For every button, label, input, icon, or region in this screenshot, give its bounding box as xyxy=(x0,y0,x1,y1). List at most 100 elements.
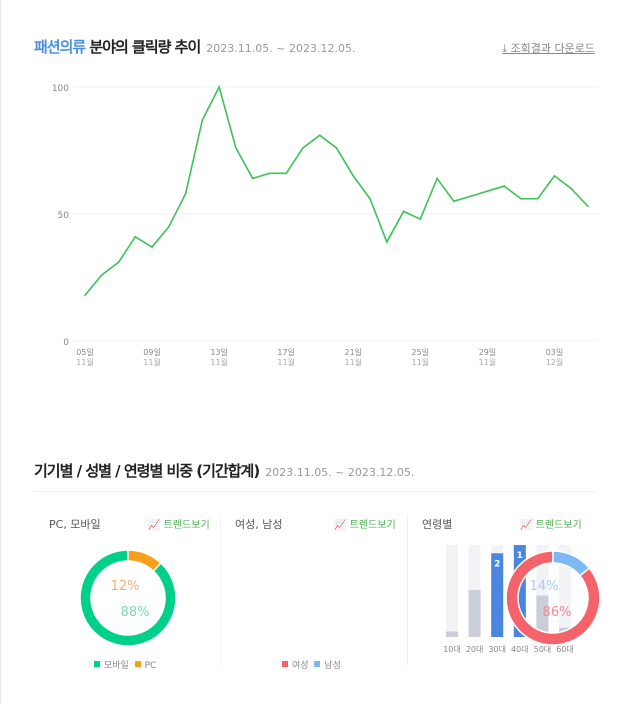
age-tick-label: 50대 xyxy=(534,645,552,654)
x-tick-month: 11월 xyxy=(76,357,94,367)
age-bar xyxy=(491,553,504,637)
data-point xyxy=(419,218,422,220)
line-chart: 05010005일11월09일11월13일11월17일11월21일11월25일1… xyxy=(52,84,598,367)
age-tick-label: 10대 xyxy=(443,645,461,654)
device-legend: 모바일 PC xyxy=(94,658,156,671)
legend-label: 여성 xyxy=(292,661,309,671)
download-arrow-icon: ⤓ xyxy=(502,42,508,55)
data-point xyxy=(402,210,405,213)
gender-slice xyxy=(505,550,601,646)
device-trend-button[interactable]: 📈 트렌드보기 xyxy=(148,520,210,531)
click-trend-line xyxy=(84,84,589,296)
age-bar xyxy=(536,595,549,637)
device-slice xyxy=(127,549,162,573)
data-point xyxy=(134,236,137,238)
male-percent: 14% xyxy=(530,579,559,594)
data-point xyxy=(285,172,288,175)
gender-legend: 여성 남성 xyxy=(282,658,341,671)
age-tick-label: 40대 xyxy=(511,645,529,654)
age-bar xyxy=(446,631,458,637)
data-point xyxy=(486,190,489,192)
legend-label: PC xyxy=(144,661,157,671)
age-bar-track xyxy=(491,545,504,637)
x-tick-day: 03일 xyxy=(546,348,564,357)
legend-swatch xyxy=(134,661,141,667)
x-tick-month: 11월 xyxy=(277,357,295,367)
female-percent: 86% xyxy=(543,605,572,620)
y-tick-label: 100 xyxy=(52,84,69,94)
age-panel-title: 연령별 xyxy=(422,518,453,531)
data-point xyxy=(436,177,438,180)
data-point xyxy=(201,119,204,121)
x-tick-month: 11월 xyxy=(344,357,362,367)
data-point xyxy=(117,261,120,264)
age-bar xyxy=(468,590,481,637)
download-button[interactable]: ⤓ 조회결과 다운로드 xyxy=(502,40,595,56)
x-tick-day: 13일 xyxy=(210,348,228,357)
trend-label: 트렌드보기 xyxy=(163,520,210,531)
data-point xyxy=(318,134,321,137)
device-panel-title: PC, 모바일 xyxy=(49,518,101,531)
data-point xyxy=(168,225,170,228)
age-bar xyxy=(559,627,571,637)
data-point xyxy=(184,192,187,195)
data-point xyxy=(268,172,271,175)
section-date-range: 2023.11.05. ~ 2023.12.05. xyxy=(265,466,415,479)
divider xyxy=(34,491,597,492)
legend-swatch xyxy=(314,661,321,667)
data-point xyxy=(218,86,220,88)
date-range: 2023.11.05. ~ 2023.12.05. xyxy=(206,42,356,55)
x-tick-month: 11월 xyxy=(210,357,228,367)
divider xyxy=(407,515,408,665)
age-trend-button[interactable]: 📈 트렌드보기 xyxy=(520,520,582,531)
page-title: 패션의류 분야의 클릭량 추이 2023.11.05. ~ 2023.12.05. xyxy=(34,36,355,57)
gender-panel-title: 여성, 남성 xyxy=(235,518,283,531)
data-point xyxy=(587,205,589,208)
data-point xyxy=(386,241,388,243)
gender-trend-button[interactable]: 📈 트렌드보기 xyxy=(334,520,396,531)
y-tick-label: 50 xyxy=(58,211,70,221)
legend-swatch xyxy=(94,661,100,667)
x-tick-day: 05일 xyxy=(76,348,94,357)
x-tick-month: 12월 xyxy=(546,357,564,367)
x-tick-day: 17일 xyxy=(277,348,295,357)
age-bar xyxy=(513,545,526,637)
legend-label: 모바일 xyxy=(104,661,129,671)
data-point xyxy=(536,197,539,200)
data-point xyxy=(302,147,304,149)
age-bar-track xyxy=(468,545,481,637)
data-point xyxy=(84,294,86,297)
age-tick-label: 60대 xyxy=(556,645,574,654)
age-bar-track xyxy=(446,545,458,637)
download-label: 조회결과 다운로드 xyxy=(510,42,595,55)
x-tick-month: 11월 xyxy=(143,357,161,367)
data-point xyxy=(251,177,254,180)
legend-swatch xyxy=(282,661,288,667)
age-rank-label: 1 xyxy=(517,551,523,561)
divider xyxy=(220,515,221,665)
data-point xyxy=(503,185,505,187)
trend-label: 트렌드보기 xyxy=(349,520,396,531)
mobile-percent: 88% xyxy=(121,605,150,620)
category-name: 패션의류 xyxy=(34,38,86,56)
x-tick-day: 29일 xyxy=(479,348,497,357)
title-text: 분야의 클릭량 추이 xyxy=(85,38,201,56)
data-point xyxy=(352,175,355,177)
data-point xyxy=(235,147,237,149)
section-title: 기기별 / 성별 / 연령별 비중 (기간합계) 2023.11.05. ~ 20… xyxy=(34,460,414,481)
pc-percent: 12% xyxy=(111,579,140,594)
data-point xyxy=(453,200,455,203)
data-point xyxy=(100,274,103,276)
age-bar-track xyxy=(513,545,526,637)
data-point xyxy=(151,246,153,248)
x-tick-month: 11월 xyxy=(479,357,497,367)
data-point xyxy=(469,195,472,198)
legend-label: 남성 xyxy=(324,661,341,671)
data-point xyxy=(520,197,522,200)
data-point xyxy=(369,197,371,200)
x-tick-day: 09일 xyxy=(143,348,161,357)
age-rank-label: 2 xyxy=(494,559,500,569)
trend-label: 트렌드보기 xyxy=(535,520,582,531)
section-title-text: 기기별 / 성별 / 연령별 비중 (기간합계) xyxy=(34,462,260,480)
age-bar-track xyxy=(559,545,571,637)
